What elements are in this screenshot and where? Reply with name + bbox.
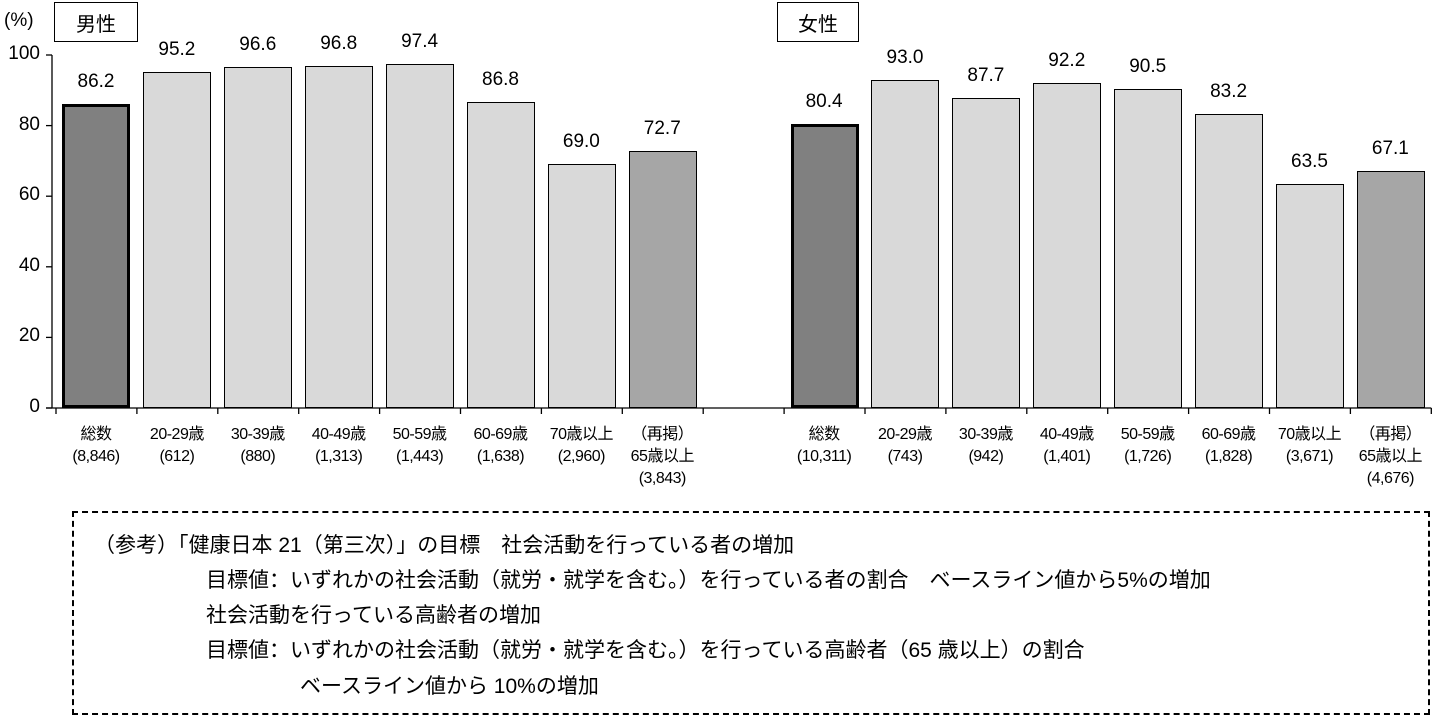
y-tick-label: 60 xyxy=(18,184,40,206)
male-bar xyxy=(143,71,212,408)
male-bar xyxy=(466,101,535,408)
note-line-1: （参考）「健康日本 21（第三次）」の目標 社会活動を行っている者の増加 xyxy=(94,534,795,557)
value-label: 83.2 xyxy=(1210,81,1248,103)
note-line-2: 目標値：いずれかの社会活動（就労・就学を含む。）を行っている者の割合 ベースライ… xyxy=(206,569,1211,592)
category-label: 60-69歳 (1,828) xyxy=(1201,426,1256,465)
category-label: 60-69歳 (1,638) xyxy=(473,426,528,465)
male-bar xyxy=(224,67,293,408)
category-label: 20-29歳 (743) xyxy=(878,426,932,465)
category-label: 30-39歳 (880) xyxy=(230,426,285,465)
category-label: 50-59歳 (1,726) xyxy=(1120,426,1175,465)
female-bar xyxy=(1114,88,1183,408)
value-label: 72.7 xyxy=(643,118,681,140)
y-tick-label: 0 xyxy=(29,396,40,417)
value-label: 87.7 xyxy=(967,65,1005,87)
panel-label-male: 男性 xyxy=(54,2,138,42)
category-label: 20-29歳 (612) xyxy=(149,426,204,465)
female-bar xyxy=(952,98,1021,408)
value-label: 86.8 xyxy=(482,68,519,90)
male-bar xyxy=(62,103,131,408)
male-bar xyxy=(386,64,455,408)
y-axis-unit: (%) xyxy=(4,10,34,31)
panel-label-female: 女性 xyxy=(777,2,859,42)
plot-area xyxy=(46,54,1432,414)
female-bar xyxy=(1275,183,1344,408)
value-label: 67.1 xyxy=(1371,138,1409,160)
female-bar xyxy=(1195,114,1264,408)
category-label: 40-49歳 (1,313) xyxy=(311,426,366,465)
category-label: 総数 (8,846) xyxy=(72,426,120,465)
value-label: 63.5 xyxy=(1291,150,1328,172)
female-bar xyxy=(790,124,859,408)
value-label: 90.5 xyxy=(1129,55,1167,77)
category-label: 総数 (10,311) xyxy=(796,426,852,465)
y-tick-label: 80 xyxy=(18,113,40,135)
y-tick-label: 20 xyxy=(18,325,40,347)
value-label: 96.8 xyxy=(320,33,358,55)
female-bar xyxy=(1033,82,1102,408)
value-label: 69.0 xyxy=(562,131,600,153)
category-label: 40-49歳 (1,401) xyxy=(1039,426,1094,465)
female-bar xyxy=(1356,171,1425,408)
male-bar xyxy=(547,164,616,408)
note-line-3: 社会活動を行っている高齢者の増加 xyxy=(206,604,541,627)
female-bar xyxy=(871,79,940,408)
value-label: 95.2 xyxy=(158,38,196,60)
y-tick-label: 100 xyxy=(8,43,40,64)
value-label: 93.0 xyxy=(886,46,924,68)
category-label: 50-59歳 (1,443) xyxy=(392,426,447,465)
male-bar xyxy=(628,151,697,408)
category-label: 30-39歳 (942) xyxy=(958,426,1013,465)
value-label: 96.6 xyxy=(239,34,277,55)
value-label: 86.2 xyxy=(77,70,115,92)
note-line-4: 目標値：いずれかの社会活動（就労・就学を含む。）を行っている高齢者（65 歳以上… xyxy=(206,639,1085,662)
value-label: 80.4 xyxy=(805,91,843,113)
note-line-5: ベースライン値から 10%の増加 xyxy=(300,675,599,698)
category-label: 70歳以上 (2,960) xyxy=(549,426,614,465)
male-bar xyxy=(305,66,374,408)
value-label: 92.2 xyxy=(1048,49,1086,71)
y-tick-label: 40 xyxy=(18,254,40,276)
category-label: （再掲） 65歳以上 (4,676) xyxy=(1358,426,1423,487)
category-label: 70歳以上 (3,671) xyxy=(1277,426,1342,465)
value-label: 97.4 xyxy=(401,31,439,53)
category-label: （再掲） 65歳以上 (3,843) xyxy=(630,426,695,487)
reference-note-box: （参考）「健康日本 21（第三次）」の目標 社会活動を行っている者の増加 目標値… xyxy=(72,511,1430,715)
